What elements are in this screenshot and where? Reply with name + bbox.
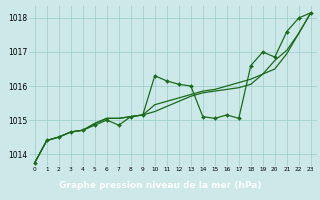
Text: Graphe pression niveau de la mer (hPa): Graphe pression niveau de la mer (hPa) xyxy=(59,180,261,190)
